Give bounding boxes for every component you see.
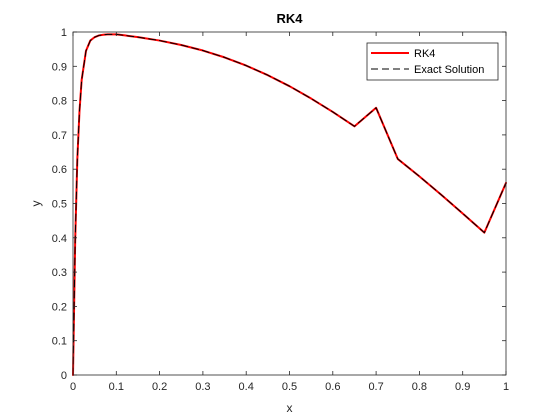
y-tick-label: 0.5 xyxy=(52,199,67,211)
x-tick-label: 0.7 xyxy=(368,381,383,393)
y-tick-label: 0.4 xyxy=(52,233,67,245)
series-line-exact-solution xyxy=(72,33,507,376)
legend-label-exact-solution: Exact Solution xyxy=(414,64,484,76)
x-tick-label: 0.9 xyxy=(455,381,470,393)
x-tick-label: 0.6 xyxy=(325,381,340,393)
y-tick-label: 0.1 xyxy=(52,336,67,348)
x-tick-label: 1 xyxy=(503,381,509,393)
y-tick-label: 0 xyxy=(61,370,67,382)
x-axis-label: x xyxy=(287,401,293,415)
legend: RK4 Exact Solution xyxy=(366,42,499,81)
y-tick-label: 1 xyxy=(61,27,67,39)
x-tick-label: 0 xyxy=(70,381,76,393)
chart-title: RK4 xyxy=(276,11,303,26)
x-tick-label: 0.5 xyxy=(282,381,297,393)
y-axis-ticks: 0 0.1 0.2 0.3 0.4 0.5 0.6 0.7 0.8 0.9 1 xyxy=(52,27,506,382)
y-tick-label: 0.3 xyxy=(52,267,67,279)
y-tick-label: 0.2 xyxy=(52,301,67,313)
legend-box xyxy=(366,42,499,81)
x-axis-ticks: 0 0.1 0.2 0.3 0.4 0.5 0.6 0.7 0.8 0.9 1 xyxy=(70,32,509,393)
x-tick-label: 0.3 xyxy=(195,381,210,393)
y-tick-label: 0.8 xyxy=(52,96,67,108)
x-tick-label: 0.2 xyxy=(152,381,167,393)
y-tick-label: 0.9 xyxy=(52,61,67,73)
x-tick-label: 0.4 xyxy=(239,381,254,393)
plot-lines xyxy=(72,33,507,376)
y-axis-label: y xyxy=(29,201,43,207)
legend-label-rk4: RK4 xyxy=(414,48,435,60)
x-tick-label: 0.8 xyxy=(412,381,427,393)
y-tick-label: 0.7 xyxy=(52,130,67,142)
y-tick-label: 0.6 xyxy=(52,164,67,176)
plot-area xyxy=(73,32,506,375)
x-tick-label: 0.1 xyxy=(109,381,124,393)
